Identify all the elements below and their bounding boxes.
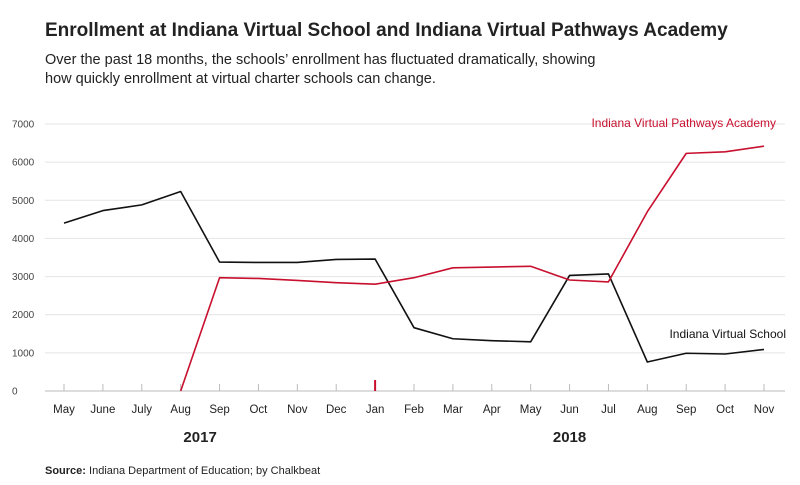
x-tick-label: Nov [287,404,308,416]
chart-title: Enrollment at Indiana Virtual School and… [45,20,728,41]
x-tick-label: Feb [404,404,424,416]
series-line-indiana-virtual-pathways-academy [179,145,765,392]
x-tick-label: Oct [249,404,268,416]
x-tick-label: Jul [601,404,616,416]
year-label: 2017 [183,429,216,446]
year-labels: 2017 2018 [183,429,586,446]
y-tick-label: 5000 [12,196,35,207]
x-tick-label: Dec [326,404,347,416]
x-tick-label: Aug [170,404,190,416]
chart-subtitle: Over the past 18 months, the schools’ en… [45,52,596,87]
y-tick-label: 2000 [12,310,35,321]
x-tick-label: Aug [637,404,657,416]
source-note: Source: Indiana Department of Education;… [45,465,320,477]
x-tick-label: May [53,404,75,416]
y-tick-label: 1000 [12,348,35,359]
y-axis-tick-labels: 0 1000 2000 3000 4000 5000 6000 7000 [12,120,35,398]
x-tick-label: Sep [676,404,696,416]
source-text: Indiana Department of Education; by Chal… [89,465,321,477]
source-label: Source: [45,465,86,477]
year-label: 2018 [553,429,586,446]
annotation-indiana-virtual-school: Indiana Virtual School [669,327,786,341]
x-tick-label: Sep [209,404,229,416]
annotation-indiana-virtual-pathways-academy: Indiana Virtual Pathways Academy [591,116,776,130]
y-tick-label: 4000 [12,234,35,245]
gridlines [45,123,785,354]
x-tick-label: Apr [483,404,501,416]
x-tick-label: Oct [716,404,735,416]
x-axis-tick-labels: May June July Aug Sep Oct Nov Dec Jan Feb Mar Apr Ma… [53,404,774,416]
x-tick-label: Jun [560,404,579,416]
series-annotations: Indiana Virtual Pathways Academy Indiana … [591,116,786,341]
x-tick-label: June [90,404,115,416]
y-tick-label: 7000 [12,120,35,131]
x-axis [45,380,785,392]
series-line-indiana-virtual-school [63,190,765,363]
y-tick-label: 6000 [12,158,35,169]
x-tick-label: May [520,404,542,416]
y-tick-label: 0 [12,387,18,398]
y-tick-label: 3000 [12,272,35,283]
x-tick-label: July [132,404,153,416]
x-tick-label: Mar [443,404,463,416]
x-tick-label: Jan [366,404,385,416]
x-tick-label: Nov [754,404,775,416]
series-lines [63,145,765,392]
